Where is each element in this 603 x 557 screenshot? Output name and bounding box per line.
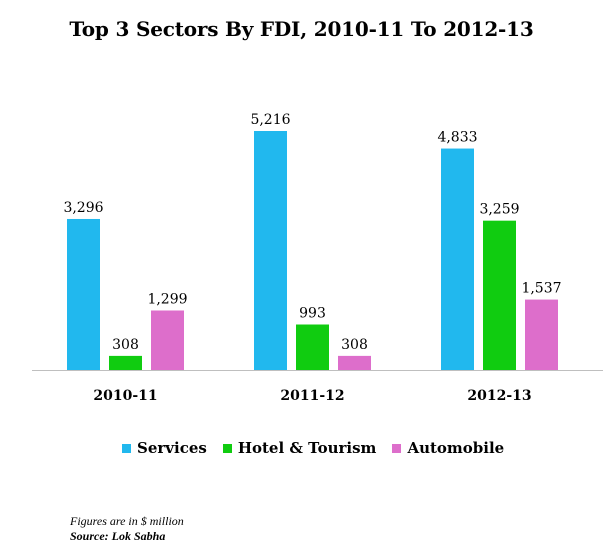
bar-services-2012-13 bbox=[441, 148, 474, 370]
legend-swatch-services bbox=[122, 443, 131, 453]
bar-services-2011-12 bbox=[254, 131, 287, 370]
data-label-hotel-tourism-2010-11: 308 bbox=[112, 337, 139, 353]
bar-services-2010-11 bbox=[67, 218, 100, 370]
bar-automobile-2011-12 bbox=[338, 355, 371, 370]
bar-hotel-tourism-2010-11 bbox=[109, 355, 142, 370]
data-label-services-2011-12: 5,216 bbox=[250, 112, 290, 128]
x-tick-label-2011-12: 2011-12 bbox=[280, 388, 344, 404]
legend-item-services: Services bbox=[122, 439, 207, 457]
legend-item-hotel-tourism: Hotel & Tourism bbox=[222, 439, 377, 457]
data-label-services-2012-13: 4,833 bbox=[437, 130, 477, 146]
bar-automobile-2010-11 bbox=[151, 310, 184, 370]
legend-label-services: Services bbox=[137, 439, 207, 457]
bar-chart: 3,296 308 1,299 2010-11 5,216 993 308 2011-12 4,… bbox=[32, 112, 603, 404]
bar-hotel-tourism-2011-12 bbox=[296, 324, 329, 370]
footnote-source: Source: Lok Sabha bbox=[70, 529, 166, 543]
x-tick-label-2012-13: 2012-13 bbox=[467, 388, 531, 404]
legend-swatch-automobile bbox=[392, 443, 402, 453]
x-tick-label-2010-11: 2010-11 bbox=[93, 388, 157, 404]
bar-automobile-2012-13 bbox=[525, 299, 558, 370]
legend: Services Hotel & Tourism Automobile bbox=[122, 439, 520, 457]
legend-item-automobile: Automobile bbox=[392, 439, 504, 457]
legend-label-automobile: Automobile bbox=[407, 439, 505, 457]
bar-hotel-tourism-2012-13 bbox=[483, 220, 516, 370]
footnote-units: Figures are in $ million bbox=[70, 514, 184, 528]
data-label-automobile-2011-12: 308 bbox=[341, 337, 368, 353]
data-label-hotel-tourism-2011-12: 993 bbox=[299, 306, 326, 322]
data-label-automobile-2010-11: 1,299 bbox=[147, 291, 187, 307]
legend-swatch-hotel-tourism bbox=[222, 443, 232, 453]
data-label-services-2010-11: 3,296 bbox=[63, 200, 103, 216]
data-label-automobile-2012-13: 1,537 bbox=[521, 281, 561, 297]
data-label-hotel-tourism-2012-13: 3,259 bbox=[479, 202, 519, 218]
legend-label-hotel-tourism: Hotel & Tourism bbox=[237, 439, 377, 457]
chart-title: Top 3 Sectors By FDI, 2010-11 To 2012-13 bbox=[69, 17, 534, 41]
